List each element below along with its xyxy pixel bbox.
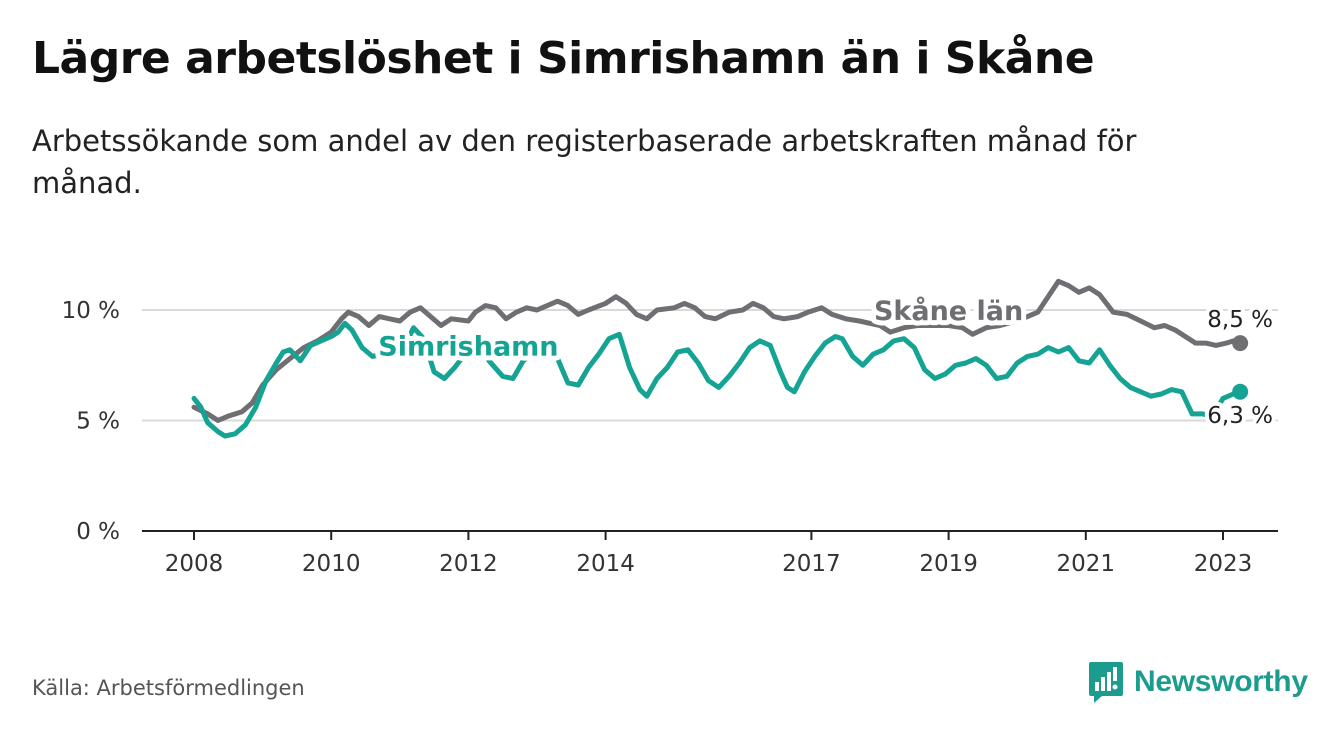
x-tick-label: 2021: [1057, 551, 1116, 577]
series-label-skane: Skåne län: [874, 295, 1023, 327]
series-label-simrishamn: Simrishamn: [378, 331, 558, 362]
end-label-skane: 8,5 %: [1207, 307, 1273, 333]
series-labels: Skåne län Simrishamn 8,5 % 6,3 %: [373, 290, 1277, 433]
endpoint-marker-simrishamn: [1232, 383, 1249, 400]
y-tick-label: 0 %: [76, 519, 120, 545]
x-tick-label: 2010: [302, 551, 361, 577]
x-tick-label: 2019: [919, 551, 978, 577]
brand-name: Newsworthy: [1134, 665, 1308, 698]
y-tick-label: 10 %: [62, 298, 120, 324]
x-tick-label: 2012: [439, 551, 498, 577]
x-tick-label: 2023: [1194, 551, 1253, 577]
y-tick-label: 5 %: [76, 409, 120, 435]
y-axis-ticks: 0 % 5 % 10 %: [62, 298, 120, 545]
x-tick-label: 2014: [576, 551, 635, 577]
series-lines: [191, 278, 1249, 439]
x-tick-label: 2017: [782, 551, 841, 577]
chart-subtitle: Arbetssökande som andel av den registerb…: [32, 124, 1137, 200]
newsworthy-logo-icon: [1089, 662, 1123, 703]
end-label-simrishamn: 6,3 %: [1207, 403, 1273, 429]
x-tick-label: 2008: [165, 551, 224, 577]
source-note: Källa: Arbetsförmedlingen: [32, 676, 305, 700]
series-line-skane: [191, 278, 1243, 423]
x-axis-ticks: 2008 2010 2012 2014 2017 2019 2021 2023: [165, 531, 1253, 577]
brand-logo[interactable]: Newsworthy: [1088, 660, 1308, 704]
series-line-simrishamn: [191, 320, 1243, 439]
endpoint-marker-skane: [1232, 335, 1249, 352]
chart-title: Lägre arbetslöshet i Simrishamn än i Skå…: [32, 33, 1095, 84]
